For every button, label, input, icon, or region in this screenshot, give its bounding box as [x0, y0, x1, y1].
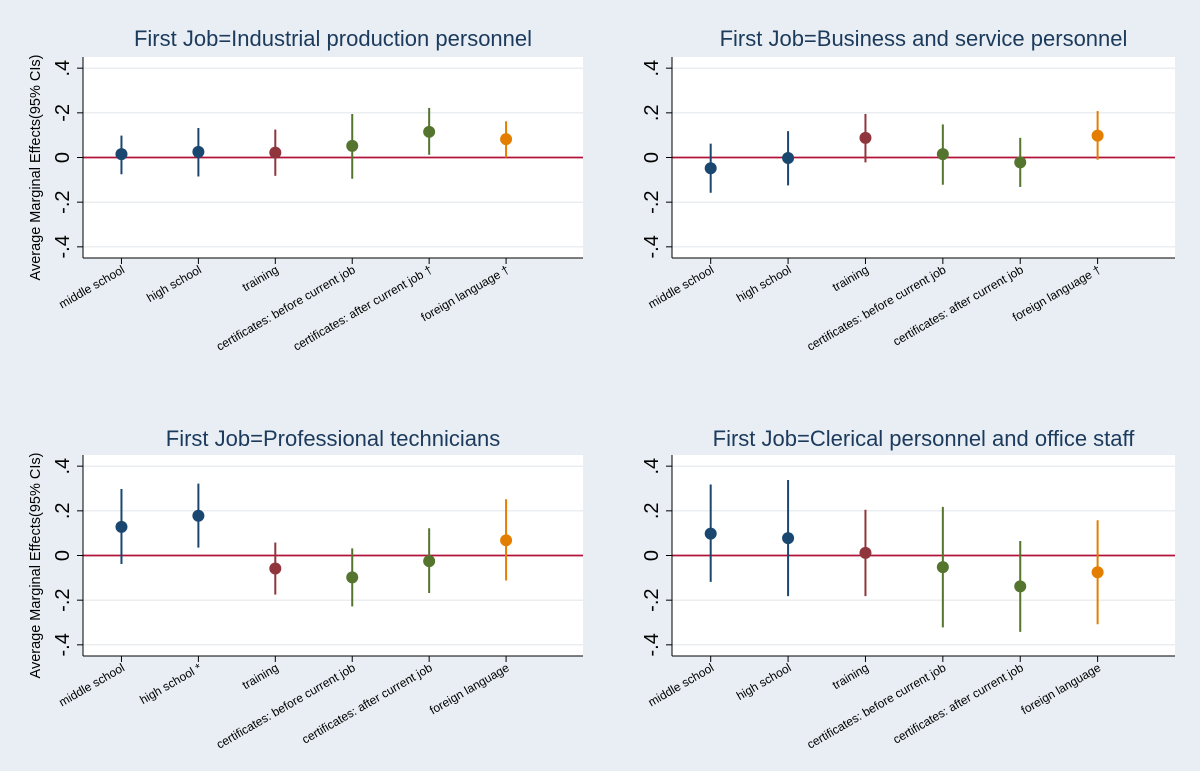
- estimate-point: [192, 145, 205, 158]
- x-tick-label: certificates: after current job: [891, 262, 1027, 348]
- estimate-point: [500, 534, 513, 547]
- estimate-point: [346, 139, 359, 152]
- estimate-point: [704, 527, 717, 540]
- y-tick-label: -.4: [641, 633, 663, 656]
- estimate-point: [269, 562, 282, 575]
- x-tick-label: high school: [734, 660, 794, 702]
- x-tick-label: training: [240, 262, 281, 294]
- estimate-point: [115, 148, 128, 161]
- y-tick-label: .2: [641, 104, 663, 121]
- y-tick-label: -.4: [52, 235, 74, 258]
- x-tick-label: certificates: after current job: [299, 660, 435, 746]
- estimate-point: [1091, 129, 1104, 142]
- x-tick-label: certificates: before current job: [804, 660, 948, 751]
- panel-title: First Job=Professional technicians: [166, 426, 500, 451]
- y-tick-label: .2: [641, 502, 663, 519]
- y-tick-label: .4: [641, 458, 663, 475]
- estimate-point: [859, 131, 872, 144]
- y-tick-label: -.2: [641, 588, 663, 611]
- y-tick-label: 0: [52, 152, 74, 163]
- x-tick-label: foreign language: [1019, 660, 1104, 717]
- estimate-point: [1014, 580, 1027, 593]
- estimate-point: [423, 555, 436, 568]
- x-tick-label: certificates: before current job: [804, 262, 948, 353]
- x-tick-label: middle school: [646, 262, 717, 311]
- y-tick-label: .4: [52, 458, 74, 475]
- x-tick-label: training: [830, 660, 871, 692]
- estimate-point: [859, 546, 872, 559]
- estimate-point: [115, 520, 128, 533]
- chart-panel-3: -.4 -.2 0 .2 .4 Average Marginal Effects(95% …: [28, 426, 583, 752]
- estimate-point: [346, 571, 359, 584]
- estimate-point: [782, 532, 795, 545]
- estimate-point: [1091, 566, 1104, 579]
- y-tick-label: -.4: [52, 633, 74, 656]
- y-tick-label: 0: [52, 550, 74, 561]
- y-tick-label: 0: [641, 550, 663, 561]
- x-tick-label: certificates: before current job: [214, 262, 358, 353]
- y-tick-label: .4: [52, 60, 74, 77]
- x-tick-label: middle school: [56, 660, 127, 709]
- x-tick-label: foreign language: [427, 660, 512, 717]
- x-tick-label: high school: [734, 262, 794, 304]
- chart-panel-4: -.4 -.2 0 .2 .4 First Job=Clerical personnel …: [641, 426, 1175, 752]
- panel-title: First Job=Clerical personnel and office …: [713, 426, 1136, 451]
- estimate-point: [936, 561, 949, 574]
- y-tick-label: -.2: [52, 588, 74, 611]
- x-tick-label: high school *: [137, 660, 204, 707]
- y-tick-label: -2: [52, 104, 74, 122]
- x-tick-label: high school: [144, 262, 204, 304]
- x-tick-label: middle school: [56, 262, 127, 311]
- estimate-point: [423, 125, 436, 138]
- y-tick-label: .2: [52, 502, 74, 519]
- chart-panel-2: -.4 -.2 0 .2 .4 First Job=Business and servic…: [641, 26, 1175, 354]
- panel-title: First Job=Industrial production personne…: [134, 26, 532, 51]
- panel-title: First Job=Business and service personnel: [720, 26, 1128, 51]
- x-tick-label: training: [240, 660, 281, 692]
- x-tick-label: certificates: after current job: [891, 660, 1027, 746]
- estimate-point: [269, 146, 282, 159]
- estimate-point: [936, 148, 949, 161]
- estimate-point: [500, 133, 513, 146]
- y-tick-label: 0: [641, 152, 663, 163]
- estimate-point: [1014, 156, 1027, 169]
- x-tick-label: certificates: before current job: [214, 660, 358, 751]
- x-tick-label: middle school: [646, 660, 717, 709]
- y-axis-label: Average Marginal Effects(95% CIs): [28, 55, 44, 281]
- y-tick-label: .4: [641, 60, 663, 77]
- x-tick-label: certificates: after current job †: [291, 262, 435, 353]
- estimate-point: [782, 151, 795, 164]
- chart-panel-1: -.4 -.2 0 -2 .4 Average Marginal Effects(95% …: [28, 26, 583, 354]
- y-axis-label: Average Marginal Effects(95% CIs): [28, 453, 44, 679]
- estimate-point: [192, 509, 205, 522]
- y-tick-label: -.4: [641, 235, 663, 258]
- y-tick-label: -.2: [641, 190, 663, 213]
- y-tick-label: -.2: [52, 190, 74, 213]
- estimate-point: [704, 162, 717, 175]
- x-tick-label: training: [830, 262, 871, 294]
